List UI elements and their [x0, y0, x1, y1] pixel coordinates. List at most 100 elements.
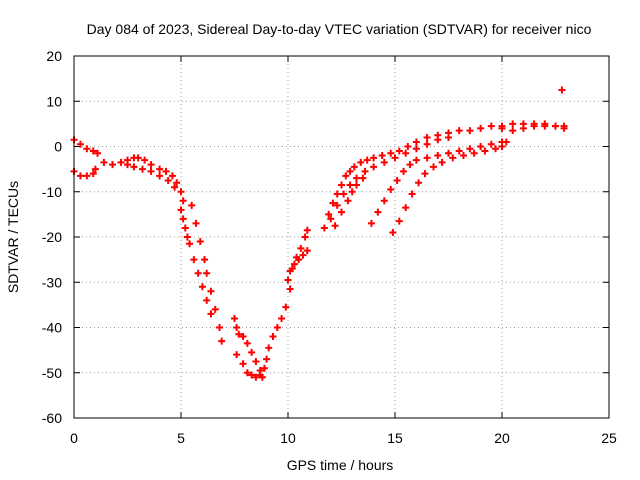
plot-frame [73, 55, 610, 419]
data-point [233, 324, 241, 331]
series-track-p [498, 122, 568, 135]
x-tick-label: 5 [177, 430, 185, 446]
data-point [181, 224, 189, 232]
data-point [286, 267, 294, 275]
data-point [393, 176, 401, 184]
data-point [344, 197, 352, 205]
data-point [509, 120, 517, 128]
data-point [346, 181, 354, 189]
data-point [412, 145, 420, 153]
data-point [156, 172, 164, 180]
data-point [290, 260, 298, 268]
data-point [395, 217, 403, 225]
data-point [338, 181, 345, 189]
data-point [252, 357, 260, 365]
data-point [134, 154, 142, 162]
data-point [502, 138, 510, 146]
data-point [320, 224, 328, 232]
data-point [303, 247, 311, 255]
data-point [269, 333, 277, 341]
data-point [284, 276, 292, 284]
series-track-q [558, 86, 566, 94]
data-point [481, 147, 489, 155]
data-point [530, 122, 538, 130]
data-point [395, 147, 403, 155]
data-point [91, 165, 99, 173]
data-point [402, 204, 410, 212]
data-point [438, 158, 446, 166]
data-point [352, 174, 360, 182]
data-point [370, 163, 378, 171]
data-point [286, 285, 294, 293]
data-point [391, 154, 399, 162]
data-point [477, 124, 485, 132]
data-point [387, 149, 395, 157]
data-point [177, 188, 185, 196]
series-track-c [100, 154, 187, 205]
data-point [282, 303, 290, 311]
x-tick-label: 15 [387, 430, 403, 446]
grid-lines [74, 56, 609, 418]
y-tick-label: -30 [42, 274, 62, 290]
data-point [186, 240, 194, 248]
data-point [248, 371, 256, 379]
data-point [498, 124, 506, 132]
data-point [138, 165, 146, 173]
y-axis-label: SDTVAR / TECUs [5, 181, 21, 293]
series-track-d [177, 206, 194, 248]
data-point [117, 158, 125, 166]
data-point [263, 355, 271, 363]
data-point [423, 154, 431, 162]
y-tick-label: -50 [42, 365, 62, 381]
series-track-h [233, 351, 241, 359]
data-point [434, 136, 442, 144]
data-point [333, 190, 341, 198]
series-track-n [367, 138, 510, 227]
data-point [203, 296, 211, 304]
data-point [498, 143, 506, 150]
data-point [380, 158, 388, 166]
data-point [188, 201, 196, 209]
data-point [130, 163, 138, 171]
data-point [177, 206, 185, 214]
series-track-m2 [327, 133, 452, 223]
tick-labels: 0 5 10 15 20 25 20 10 0 -10 -20 -30 -40 -50 -60 [42, 48, 617, 446]
data-point [203, 269, 211, 277]
data-point [233, 351, 241, 359]
data-point [201, 256, 209, 264]
data-point [406, 161, 414, 169]
data-point [519, 124, 527, 132]
series-track-j [278, 285, 294, 322]
series-track-m3 [331, 174, 367, 230]
y-tick-label: 20 [46, 48, 62, 64]
data-point [430, 163, 438, 171]
data-point [100, 158, 108, 166]
data-point [192, 219, 200, 227]
data-point [156, 165, 164, 173]
data-point [338, 208, 345, 216]
data-point [423, 133, 431, 141]
data-point [329, 199, 337, 207]
data-point [216, 324, 224, 331]
data-point [183, 233, 191, 241]
data-point [168, 172, 176, 180]
data-point [301, 233, 309, 241]
data-point [400, 167, 408, 175]
y-tick-label: -40 [42, 320, 62, 336]
data-point [333, 201, 341, 209]
data-point [173, 179, 181, 187]
data-point [198, 283, 206, 291]
data-point [380, 197, 388, 205]
data-point [455, 147, 463, 155]
data-point [190, 256, 198, 264]
series-track-f [190, 256, 215, 318]
data-point [378, 152, 386, 160]
data-point [466, 145, 474, 153]
data-point [194, 269, 202, 277]
data-point [445, 149, 452, 157]
data-point [278, 314, 286, 322]
data-point [363, 156, 371, 164]
data-point [459, 152, 467, 160]
data-point [243, 369, 251, 377]
